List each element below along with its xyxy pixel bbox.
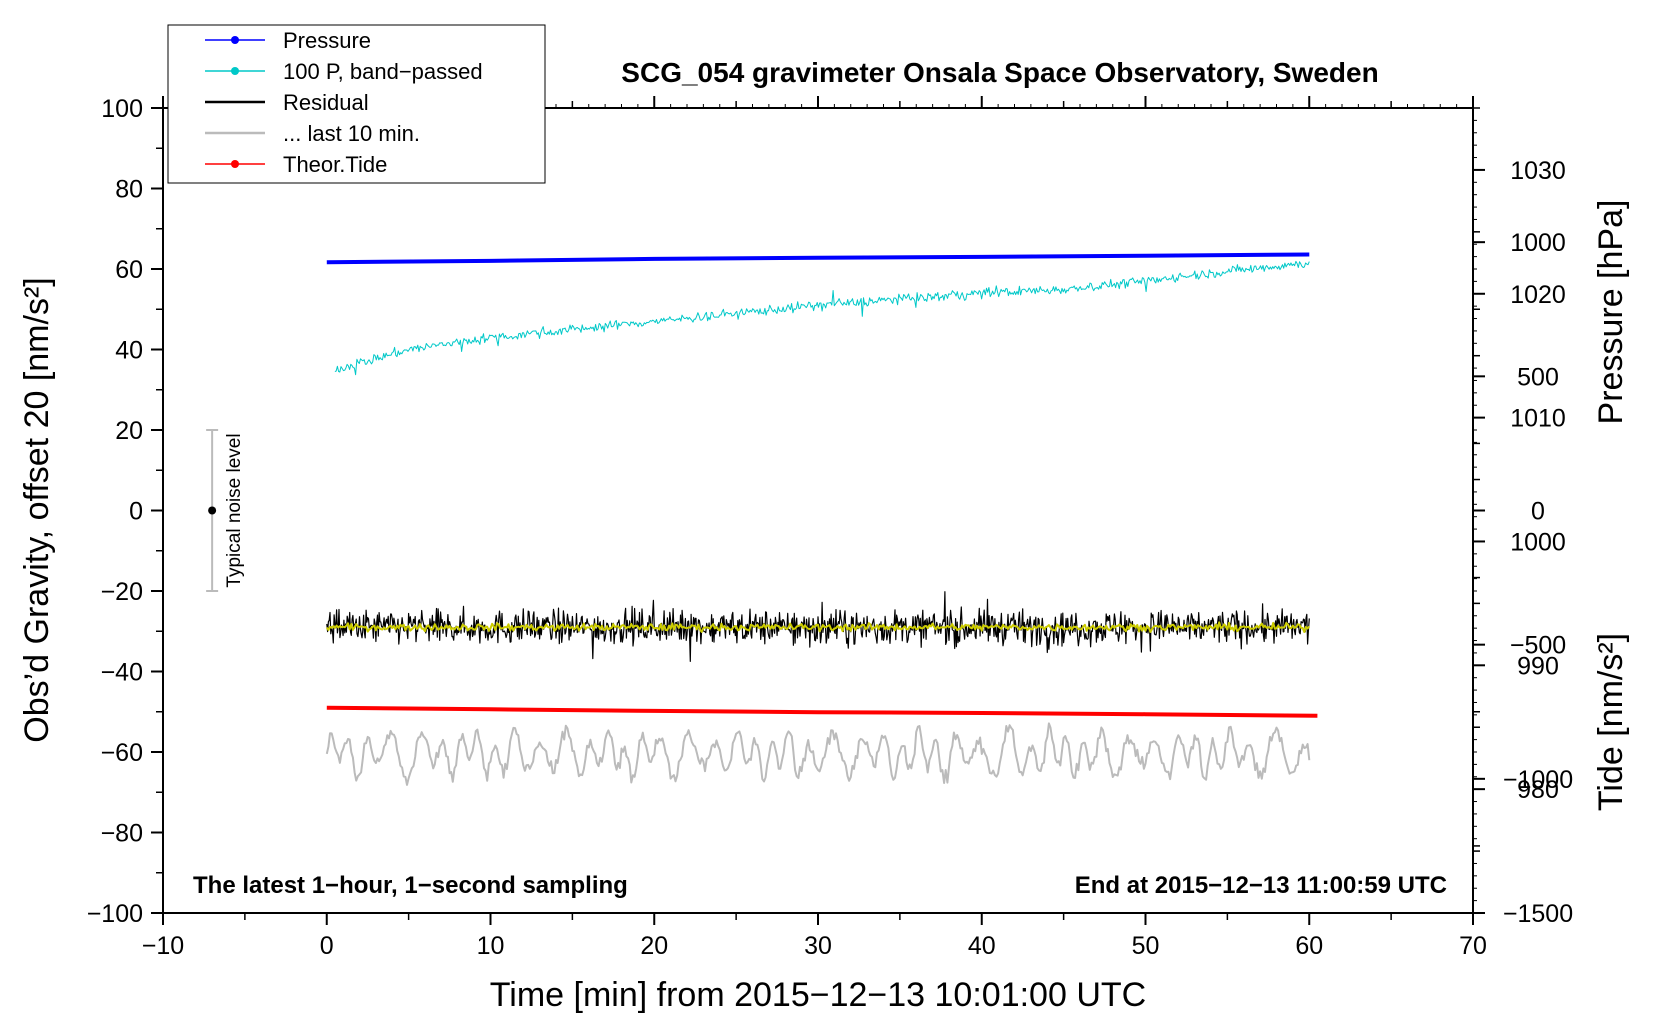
x-tick-label: 40 bbox=[968, 932, 996, 960]
series-pressure bbox=[326, 252, 1310, 265]
noise-bar: Typical noise level bbox=[206, 429, 245, 592]
pressure-axis: 980 990 1000 1010 1020 1030 bbox=[1473, 107, 1566, 902]
series-residual bbox=[326, 591, 1310, 663]
y-tick-label: 100 bbox=[101, 95, 143, 123]
legend-label: Theor.Tide bbox=[283, 152, 387, 177]
series-layer bbox=[325, 252, 1318, 786]
tide-tick-label: −500 bbox=[1510, 632, 1566, 660]
y-tick-label: −80 bbox=[101, 820, 143, 848]
legend-label: 100 P, band−passed bbox=[283, 59, 483, 84]
x-tick-label: 10 bbox=[477, 932, 505, 960]
x-tick-label: −10 bbox=[142, 932, 184, 960]
pressure-tick-label: 980 bbox=[1517, 776, 1559, 804]
noise-bar-center bbox=[208, 506, 217, 515]
tide-axis-title: Tide [nm/s²] bbox=[1592, 633, 1630, 811]
legend-items: Pressure 100 P, band−passed Residual ... la… bbox=[205, 28, 483, 177]
y-tick-label: 0 bbox=[129, 498, 143, 526]
series-pressure-bandpassed bbox=[334, 260, 1310, 376]
legend-marker bbox=[231, 67, 239, 75]
y-tick-label: 80 bbox=[115, 176, 143, 204]
series-theoretical-tide bbox=[326, 705, 1318, 718]
chart-title: SCG_054 gravimeter Onsala Space Observat… bbox=[621, 57, 1378, 88]
y-tick-label: −60 bbox=[101, 739, 143, 767]
legend-label: Pressure bbox=[283, 28, 371, 53]
y-tick-label: 40 bbox=[115, 337, 143, 365]
x-tick-label: 50 bbox=[1132, 932, 1160, 960]
pressure-tick-label: 1010 bbox=[1510, 405, 1566, 433]
legend-marker bbox=[231, 160, 239, 168]
series-residual-smoothed bbox=[325, 621, 1311, 633]
tide-tick-label: 0 bbox=[1531, 498, 1545, 526]
legend-label: Residual bbox=[283, 90, 369, 115]
plot-frame bbox=[162, 107, 1474, 914]
legend-marker bbox=[231, 36, 239, 44]
x-tick-label: 60 bbox=[1295, 932, 1323, 960]
y-left-axis: −100 −80 −60 −40 −20 0 20 40 60 80 100 bbox=[87, 95, 163, 928]
pressure-axis-title: Pressure [hPa] bbox=[1592, 200, 1630, 425]
annotation-bottom-right: End at 2015−12−13 11:00:59 UTC bbox=[1075, 872, 1447, 899]
tide-tick-label: −1000 bbox=[1503, 766, 1573, 794]
y-left-axis-title: Obs’d Gravity, offset 20 [nm/s²] bbox=[18, 277, 56, 742]
y-tick-label: −20 bbox=[101, 578, 143, 606]
noise-bar-label: Typical noise level bbox=[224, 433, 245, 587]
x-tick-label: 0 bbox=[320, 932, 334, 960]
pressure-tick-label: 1020 bbox=[1510, 281, 1566, 309]
legend-box bbox=[167, 24, 546, 184]
pressure-tick-label: 990 bbox=[1517, 652, 1559, 680]
x-axis: −10 0 10 20 30 40 50 60 70 bbox=[142, 96, 1487, 960]
pressure-tick-label: 1000 bbox=[1510, 528, 1566, 556]
series-last-10-min bbox=[325, 722, 1311, 786]
y-tick-label: −100 bbox=[87, 900, 143, 928]
pressure-tick-label: 1030 bbox=[1510, 157, 1566, 185]
tide-tick-label: 500 bbox=[1517, 363, 1559, 391]
x-tick-label: 30 bbox=[804, 932, 832, 960]
tide-axis: −1500 −1000 −500 0 500 1000 bbox=[1473, 229, 1573, 928]
tide-tick-label: 1000 bbox=[1510, 229, 1566, 257]
x-tick-label: 20 bbox=[640, 932, 668, 960]
x-axis-title: Time [min] from 2015−12−13 10:01:00 UTC bbox=[490, 976, 1146, 1014]
y-tick-label: 20 bbox=[115, 417, 143, 445]
legend: Pressure 100 P, band−passed Residual ... la… bbox=[167, 24, 546, 184]
tide-tick-label: −1500 bbox=[1503, 900, 1573, 928]
x-tick-label: 70 bbox=[1459, 932, 1487, 960]
annotation-bottom-left: The latest 1−hour, 1−second sampling bbox=[193, 872, 628, 899]
y-tick-label: −40 bbox=[101, 659, 143, 687]
y-tick-label: 60 bbox=[115, 256, 143, 284]
legend-label: ... last 10 min. bbox=[283, 121, 420, 146]
